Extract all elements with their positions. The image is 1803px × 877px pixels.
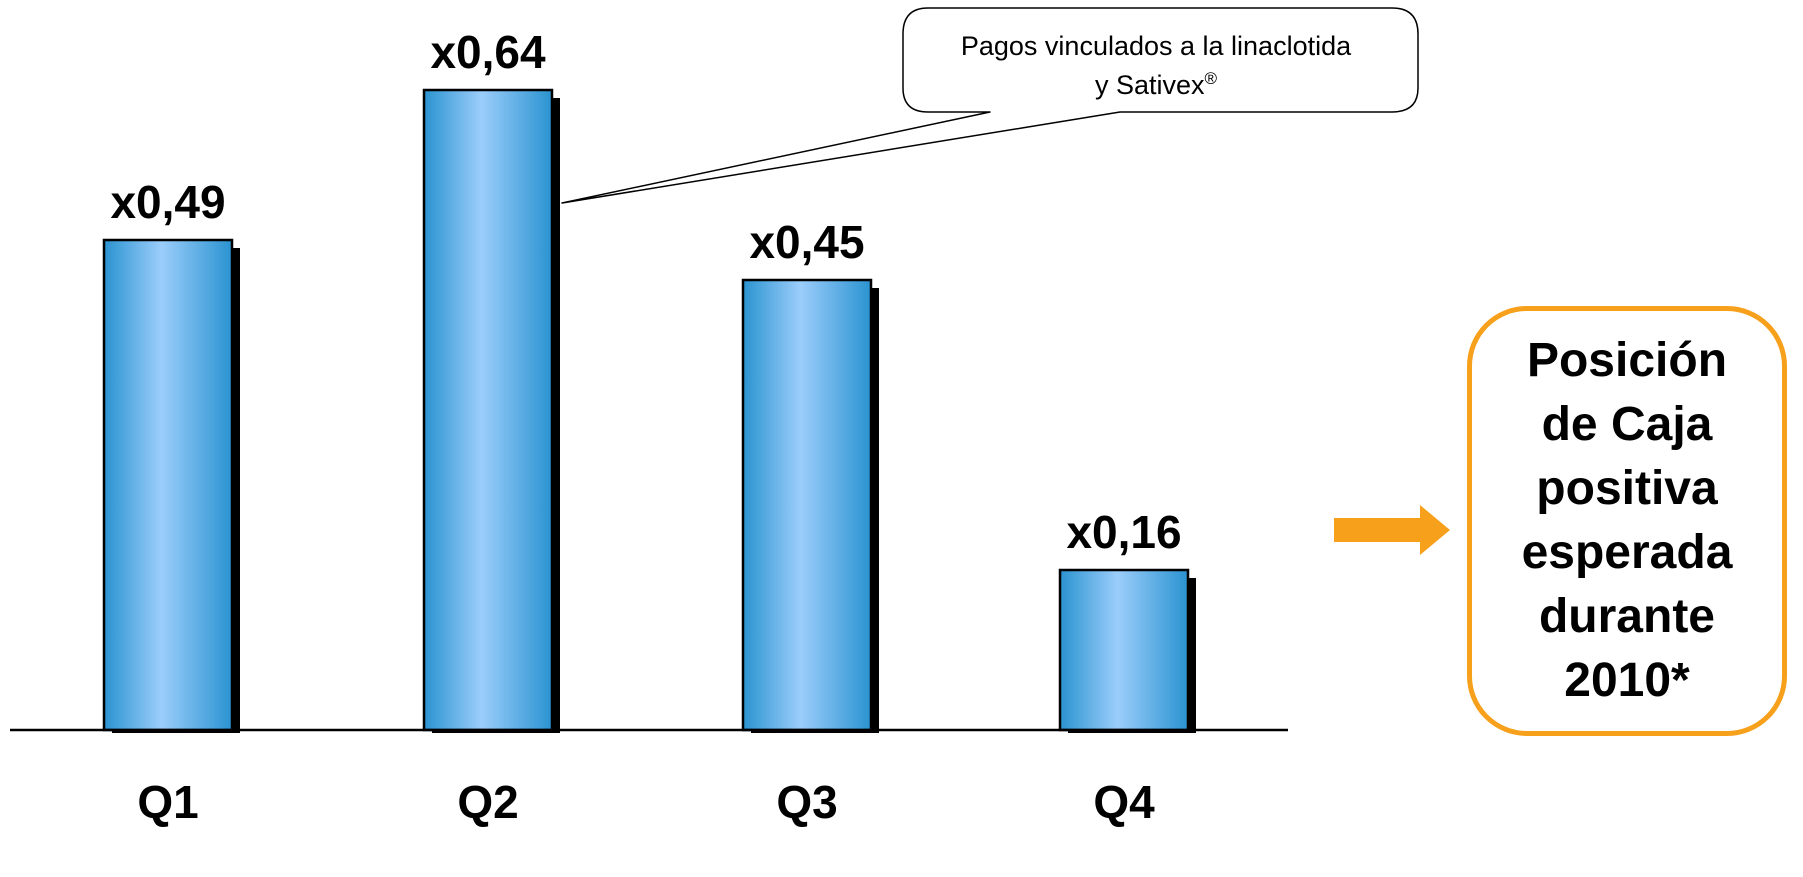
summary-text: Posición de Caja positiva esperada duran… bbox=[1521, 334, 1733, 707]
callout-bubble bbox=[561, 7, 1419, 204]
callout-line-1: Pagos vinculados a la linaclotida bbox=[961, 31, 1352, 61]
bars-layer: x0,49 x0,64 x0,45 x0,16 bbox=[102, 26, 1196, 733]
bar-q1 bbox=[102, 238, 234, 732]
arrow-right-icon bbox=[1334, 505, 1450, 555]
callout-line-2-text: y Sativex bbox=[1095, 70, 1205, 100]
registered-mark: ® bbox=[1205, 69, 1218, 88]
bar-q3 bbox=[741, 278, 873, 732]
bar-q2 bbox=[422, 88, 554, 732]
summary-callout-box: Posición de Caja positiva esperada duran… bbox=[1467, 306, 1787, 736]
value-label-q4: x0,16 bbox=[1066, 506, 1181, 558]
tick-label-q1: Q1 bbox=[137, 776, 198, 828]
bar-q4 bbox=[1058, 568, 1190, 732]
tick-label-q2: Q2 bbox=[457, 776, 518, 828]
value-label-q2: x0,64 bbox=[430, 26, 546, 78]
x-tick-labels: Q1 Q2 Q3 Q4 bbox=[137, 776, 1155, 828]
tick-label-q4: Q4 bbox=[1093, 776, 1155, 828]
tick-label-q3: Q3 bbox=[776, 776, 837, 828]
callout-line-2: y Sativex® bbox=[1095, 69, 1218, 100]
value-label-q3: x0,45 bbox=[749, 216, 864, 268]
callout: Pagos vinculados a la linaclotida y Sati… bbox=[561, 7, 1419, 204]
value-label-q1: x0,49 bbox=[110, 176, 225, 228]
